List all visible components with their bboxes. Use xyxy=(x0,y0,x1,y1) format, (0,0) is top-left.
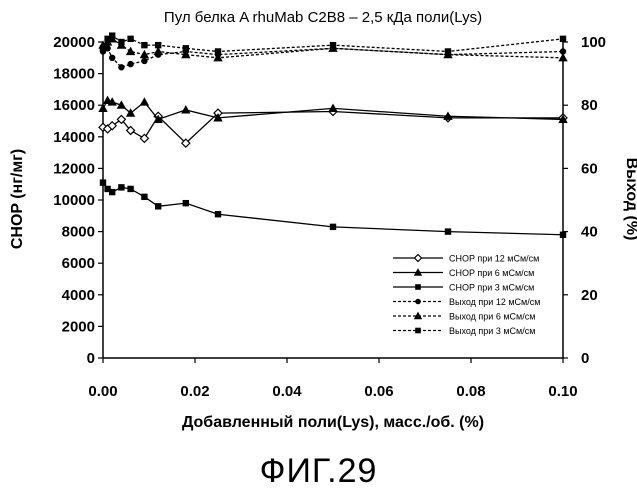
data-point xyxy=(445,48,451,54)
legend-item: Выход при 12 мСм/см xyxy=(393,297,540,307)
y2-tick-label: 80 xyxy=(581,97,598,114)
legend-item: CHOP при 3 мСм/см xyxy=(393,283,534,293)
data-point xyxy=(330,224,336,230)
x-tick-label: 0.00 xyxy=(88,383,117,400)
legend-marker xyxy=(415,255,422,262)
data-point xyxy=(330,42,336,48)
y-tick-label: 14000 xyxy=(53,129,95,146)
data-point xyxy=(140,134,148,142)
y-tick-label: 8000 xyxy=(62,224,95,241)
legend-label: CHOP при 12 мСм/см xyxy=(449,254,539,264)
y-tick-label: 4000 xyxy=(62,287,95,304)
y-tick-label: 18000 xyxy=(53,66,95,83)
y2-tick-label: 20 xyxy=(581,287,598,304)
legend-item: Выход при 3 мСм/см xyxy=(393,326,535,336)
data-point xyxy=(154,47,162,54)
y2-tick-label: 40 xyxy=(581,224,598,241)
legend-item: Выход при 6 мСм/см xyxy=(393,312,535,322)
data-point xyxy=(100,179,106,185)
series-1 xyxy=(99,108,567,148)
y2-tick-label: 0 xyxy=(581,350,589,367)
axes: 0 2000 4000 6000 8000 10000 12000 14000 16000 180… xyxy=(53,34,606,400)
legend: CHOP при 12 мСм/см CHOP при 6 мСм/см CHOP … xyxy=(393,254,540,337)
data-point xyxy=(100,45,106,51)
chart-title: Пул белка A rhuMab C2B8 – 2,5 кДа поли(L… xyxy=(164,9,482,26)
x-tick-label: 0.08 xyxy=(456,383,485,400)
x-tick-label: 0.10 xyxy=(548,383,577,400)
data-point xyxy=(141,42,147,48)
data-point xyxy=(127,61,133,67)
y2-tick-label: 100 xyxy=(581,34,606,51)
y2-tick-label: 60 xyxy=(581,160,598,177)
data-point xyxy=(559,54,567,61)
data-point xyxy=(109,32,115,38)
data-point xyxy=(183,200,189,206)
x-tick-label: 0.06 xyxy=(364,383,393,400)
y-tick-label: 12000 xyxy=(53,160,95,177)
series-3 xyxy=(100,179,566,238)
data-point xyxy=(127,47,135,54)
y-tick-label: 2000 xyxy=(62,318,95,335)
legend-marker xyxy=(415,299,421,305)
chart: Пул белка A rhuMab C2B8 – 2,5 кДа поли(L… xyxy=(0,0,637,450)
series-layer xyxy=(99,32,567,237)
legend-label: Выход при 12 мСм/см xyxy=(449,297,540,307)
data-point xyxy=(182,106,190,113)
legend-marker xyxy=(415,284,421,290)
y-axis-label: CHOP (нг/мг) xyxy=(9,149,26,249)
x-tick-label: 0.02 xyxy=(180,383,209,400)
x-axis-label: Добавленный поли(Lys), масс./об. (%) xyxy=(182,414,484,431)
data-point xyxy=(109,189,115,195)
data-point xyxy=(560,36,566,42)
data-point xyxy=(215,48,221,54)
x-tick-label: 0.04 xyxy=(272,383,302,400)
data-point xyxy=(109,55,115,61)
legend-label: Выход при 3 мСм/см xyxy=(449,326,535,336)
data-point xyxy=(118,184,124,190)
data-point xyxy=(140,98,148,105)
data-point xyxy=(215,211,221,217)
data-point xyxy=(155,203,161,209)
data-point xyxy=(118,64,124,70)
data-point xyxy=(141,58,147,64)
data-point xyxy=(445,228,451,234)
y-tick-label: 0 xyxy=(87,350,95,367)
y-tick-label: 6000 xyxy=(62,255,95,272)
data-point xyxy=(127,36,133,42)
data-point xyxy=(183,45,189,51)
data-point xyxy=(127,186,133,192)
y2-axis-label: Выход (%) xyxy=(623,158,637,241)
legend-label: CHOP при 3 мСм/см xyxy=(449,283,534,293)
data-point xyxy=(118,39,124,45)
data-point xyxy=(560,232,566,238)
legend-item: CHOP при 12 мСм/см xyxy=(393,254,539,264)
data-point xyxy=(141,194,147,200)
y-tick-label: 16000 xyxy=(53,97,95,114)
legend-label: CHOP при 6 мСм/см xyxy=(449,268,534,278)
legend-item: CHOP при 6 мСм/см xyxy=(393,268,534,278)
y-tick-label: 20000 xyxy=(53,34,95,51)
series-2 xyxy=(99,96,567,122)
data-point xyxy=(155,42,161,48)
legend-label: Выход при 6 мСм/см xyxy=(449,312,535,322)
legend-marker xyxy=(415,328,421,334)
y-tick-label: 10000 xyxy=(53,192,95,209)
figure-label: ФИГ.29 xyxy=(0,452,637,491)
